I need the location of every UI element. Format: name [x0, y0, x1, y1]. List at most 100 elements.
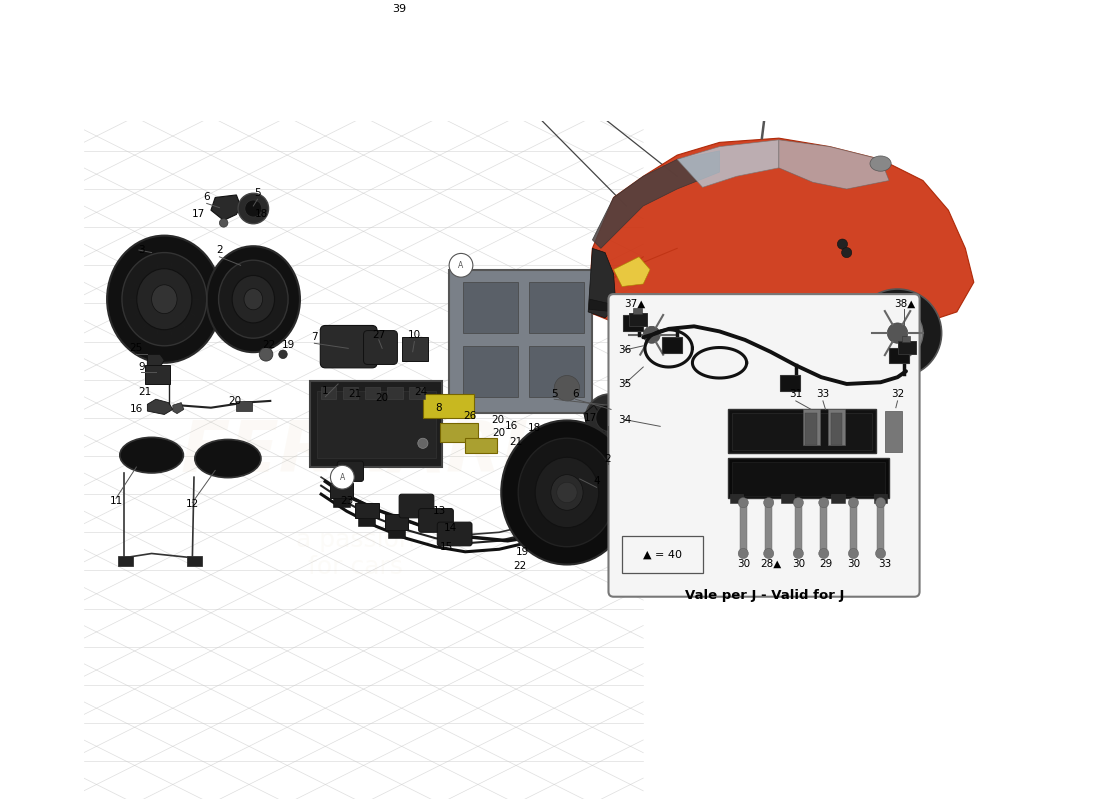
Text: 32: 32 [891, 389, 904, 399]
Circle shape [738, 498, 748, 508]
Bar [529, 282, 584, 333]
Text: 18: 18 [255, 210, 268, 219]
FancyBboxPatch shape [621, 536, 703, 573]
Ellipse shape [551, 474, 583, 510]
Bar [439, 50, 449, 58]
Text: 29: 29 [818, 558, 832, 569]
Ellipse shape [195, 439, 261, 478]
Circle shape [793, 498, 803, 508]
Text: 6: 6 [572, 389, 579, 399]
Text: 24: 24 [415, 387, 428, 398]
Bar [387, 387, 403, 399]
Text: 17: 17 [584, 413, 597, 423]
Circle shape [554, 375, 580, 401]
Text: 3: 3 [139, 245, 145, 255]
Text: 21: 21 [509, 437, 522, 446]
Circle shape [418, 438, 428, 448]
Circle shape [585, 394, 634, 442]
Text: 9: 9 [139, 362, 145, 372]
Bar [440, 423, 478, 442]
FancyBboxPatch shape [402, 338, 428, 361]
Ellipse shape [152, 285, 177, 314]
Ellipse shape [536, 458, 598, 528]
Bar [729, 494, 744, 502]
Text: 4: 4 [593, 477, 600, 486]
Text: 35: 35 [618, 379, 631, 389]
Text: 38▲: 38▲ [893, 298, 915, 309]
Text: 20: 20 [375, 393, 388, 402]
Bar [385, 514, 408, 530]
Text: 19: 19 [283, 340, 296, 350]
Bar [634, 308, 641, 314]
Bar [317, 390, 436, 458]
Bar [330, 483, 353, 498]
Text: 5: 5 [254, 188, 261, 198]
Bar [118, 556, 133, 566]
Bar [902, 336, 910, 342]
Ellipse shape [502, 421, 632, 565]
Text: 19: 19 [516, 546, 529, 557]
Text: 39: 39 [393, 4, 407, 14]
Ellipse shape [518, 438, 616, 546]
Circle shape [837, 239, 847, 249]
Ellipse shape [136, 269, 191, 330]
Bar [355, 502, 378, 518]
FancyBboxPatch shape [419, 509, 453, 532]
Circle shape [610, 294, 692, 375]
Bar [830, 413, 843, 445]
Bar [740, 502, 747, 554]
Text: 20: 20 [228, 396, 241, 406]
Text: 30: 30 [792, 558, 805, 569]
Circle shape [245, 200, 262, 217]
Bar [422, 394, 474, 418]
Text: 6: 6 [204, 193, 210, 202]
Text: 15: 15 [440, 542, 453, 552]
Bar [359, 518, 375, 526]
FancyBboxPatch shape [363, 330, 397, 365]
Circle shape [278, 350, 287, 358]
Text: 34: 34 [618, 414, 631, 425]
Polygon shape [593, 151, 719, 248]
Circle shape [557, 482, 578, 502]
Bar [832, 494, 845, 502]
Circle shape [596, 404, 623, 431]
Text: Vale per J - Valid for J: Vale per J - Valid for J [685, 589, 844, 602]
Text: A: A [459, 261, 463, 270]
Polygon shape [588, 299, 616, 312]
Circle shape [888, 323, 907, 343]
Ellipse shape [207, 246, 300, 352]
FancyBboxPatch shape [438, 522, 472, 546]
Polygon shape [779, 140, 889, 189]
Circle shape [872, 308, 923, 358]
Bar [343, 387, 359, 399]
FancyBboxPatch shape [310, 382, 442, 467]
Polygon shape [147, 354, 164, 367]
Ellipse shape [107, 236, 221, 362]
Bar [145, 366, 170, 384]
Circle shape [763, 498, 773, 508]
Bar [728, 458, 889, 498]
Circle shape [818, 498, 829, 508]
Bar [388, 530, 405, 538]
Bar [463, 282, 518, 333]
Text: 28▲: 28▲ [760, 558, 781, 569]
Bar [884, 411, 902, 452]
Text: 1: 1 [322, 386, 329, 396]
Bar [465, 438, 497, 454]
Circle shape [793, 549, 803, 558]
FancyBboxPatch shape [608, 294, 920, 597]
Bar [733, 462, 884, 496]
Circle shape [876, 549, 886, 558]
Bar [889, 347, 910, 362]
Circle shape [818, 549, 829, 558]
Text: 22: 22 [514, 562, 527, 571]
Polygon shape [588, 248, 616, 318]
Bar [187, 556, 202, 566]
Polygon shape [147, 399, 173, 414]
Text: 2: 2 [216, 245, 222, 255]
Ellipse shape [244, 289, 263, 310]
Text: 26: 26 [464, 411, 477, 421]
Bar [805, 413, 817, 445]
Circle shape [644, 326, 660, 343]
Bar [821, 502, 827, 554]
